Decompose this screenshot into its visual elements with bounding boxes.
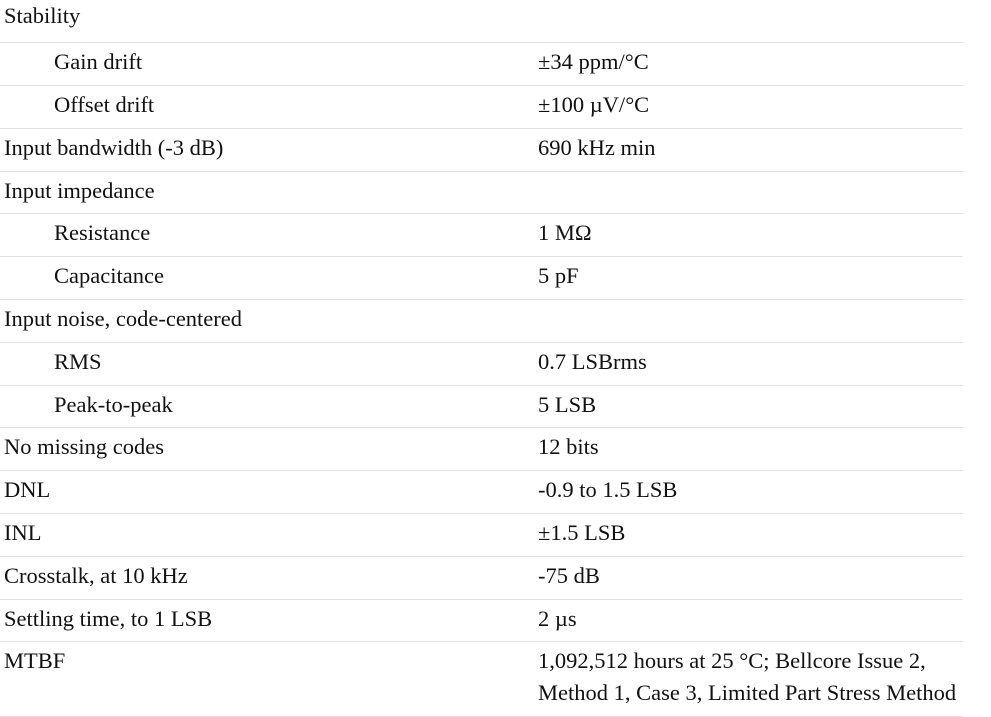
table-row: Input noise, code-centered: [0, 299, 963, 343]
table-row: Stability: [0, 0, 963, 44]
spec-label: DNL: [0, 470, 536, 515]
spec-label: Crosstalk, at 10 kHz: [0, 556, 536, 600]
table-row: RMS 0.7 LSBrms: [0, 342, 963, 386]
specifications-table: Stability Gain drift ±34 ppm/°C Offset d…: [0, 0, 963, 717]
spec-value: [536, 299, 963, 343]
table-row: Peak-to-peak 5 LSB: [0, 385, 963, 429]
spec-label: Settling time, to 1 LSB: [0, 599, 536, 643]
spec-label: Stability: [0, 0, 536, 44]
spec-value: ±34 ppm/°C: [536, 42, 963, 87]
spec-label: Offset drift: [0, 85, 536, 129]
table-row: Gain drift ±34 ppm/°C: [0, 42, 963, 87]
table-row: Offset drift ±100 µV/°C: [0, 85, 963, 129]
table-row: Input bandwidth (-3 dB) 690 kHz min: [0, 128, 963, 172]
table-row: Input impedance: [0, 171, 963, 215]
spec-value: 690 kHz min: [536, 128, 963, 172]
spec-value: 1,092,512 hours at 25 °C; Bellcore Issue…: [536, 641, 963, 717]
spec-label: Capacitance: [0, 256, 536, 301]
table-row: INL ±1.5 LSB: [0, 513, 963, 557]
spec-label: Input bandwidth (-3 dB): [0, 128, 536, 172]
spec-value: 1 MΩ: [536, 213, 963, 258]
spec-label: RMS: [0, 342, 536, 386]
table-row: DNL -0.9 to 1.5 LSB: [0, 470, 963, 515]
spec-value: -0.9 to 1.5 LSB: [536, 470, 963, 515]
spec-label: Resistance: [0, 213, 536, 258]
spec-label: No missing codes: [0, 427, 536, 472]
spec-value: ±1.5 LSB: [536, 513, 963, 557]
spec-label: Input impedance: [0, 171, 536, 215]
table-row: Crosstalk, at 10 kHz -75 dB: [0, 556, 963, 600]
table-row: Settling time, to 1 LSB 2 µs: [0, 599, 963, 643]
spec-value: -75 dB: [536, 556, 963, 600]
spec-value: [536, 171, 963, 215]
spec-value: 2 µs: [536, 599, 963, 643]
spec-label: Input noise, code-centered: [0, 299, 536, 343]
table-row: Capacitance 5 pF: [0, 256, 963, 301]
table-row: No missing codes 12 bits: [0, 427, 963, 472]
spec-label: Gain drift: [0, 42, 536, 87]
spec-value: 5 LSB: [536, 385, 963, 429]
spec-value: 12 bits: [536, 427, 963, 472]
spec-value: ±100 µV/°C: [536, 85, 963, 129]
spec-value: [536, 0, 963, 44]
spec-label: Peak-to-peak: [0, 385, 536, 429]
spec-value: 5 pF: [536, 256, 963, 301]
spec-value: 0.7 LSBrms: [536, 342, 963, 386]
table-row: Resistance 1 MΩ: [0, 213, 963, 258]
table-row: MTBF 1,092,512 hours at 25 °C; Bellcore …: [0, 641, 963, 717]
spec-label: MTBF: [0, 641, 536, 717]
spec-label: INL: [0, 513, 536, 557]
